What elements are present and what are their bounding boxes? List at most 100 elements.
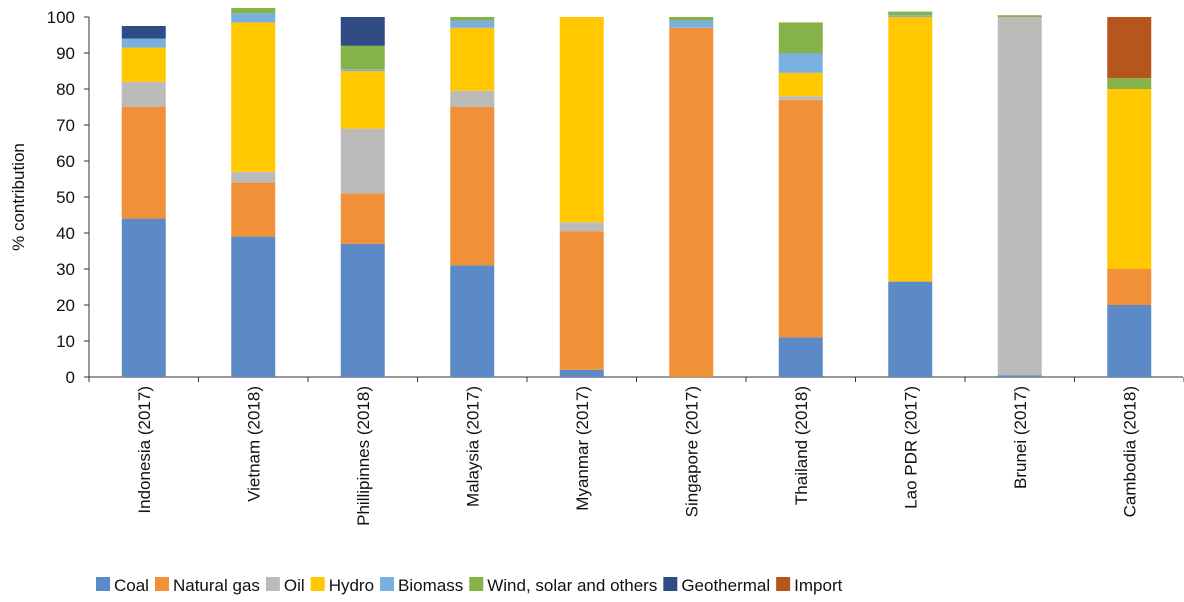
bar-segment (450, 107, 495, 266)
bar-segment (778, 72, 823, 97)
bar-segment (669, 17, 714, 21)
category-labels: Indonesia (2017) Vietnam (2018) Phillipinn… (135, 386, 1140, 526)
bar-segment (231, 236, 276, 377)
bar-segment (997, 17, 1042, 376)
bar-segment (997, 15, 1042, 17)
y-tick-label: 100 (47, 8, 75, 27)
bar-stack (340, 17, 385, 377)
bar-stack (997, 15, 1042, 377)
bar-segment (450, 90, 495, 107)
bar-segment (559, 369, 604, 377)
bar-segment (1107, 269, 1152, 305)
category-label: Brunei (2017) (1011, 386, 1030, 489)
bar-segment (559, 231, 604, 370)
bar-segment (997, 375, 1042, 377)
bar-stack (450, 17, 495, 377)
category-label: Singapore (2017) (682, 386, 701, 517)
y-tick-label: 0 (66, 368, 75, 387)
legend-swatch (380, 577, 395, 591)
y-tick-label: 10 (56, 332, 75, 351)
y-axis-label-group: % contribution (9, 143, 28, 251)
bar-segment (121, 107, 166, 219)
legend: Coal Natural gas Oil Hydro Biomass Wind, sola… (96, 576, 843, 595)
category-label: Lao PDR (2017) (901, 386, 920, 509)
legend-item: Import (776, 576, 843, 595)
bar-segment (121, 218, 166, 377)
legend-label: Import (794, 576, 842, 595)
y-tick-label: 70 (56, 116, 75, 135)
bar-segment (450, 20, 495, 28)
bar-segment (340, 128, 385, 194)
legend-swatch (310, 577, 325, 591)
legend-swatch (469, 577, 484, 591)
bar-segment (888, 281, 933, 377)
legend-label: Biomass (398, 576, 463, 595)
category-label: Vietnam (2018) (244, 386, 263, 502)
bar-segment (559, 17, 604, 223)
bar-segment (121, 47, 166, 82)
bars (121, 8, 1152, 378)
category-label: Indonesia (2017) (135, 386, 154, 514)
bar-segment (340, 193, 385, 244)
bar-segment (231, 13, 276, 23)
bar-stack (559, 17, 604, 377)
bar-segment (669, 20, 714, 28)
bar-segment (669, 27, 714, 378)
legend-swatch (96, 577, 110, 591)
y-tick-label: 40 (56, 224, 75, 243)
bar-segment (121, 81, 166, 107)
bar-segment (888, 15, 933, 17)
bar-segment (340, 69, 385, 71)
legend-item: Oil (265, 576, 305, 595)
y-tick-label: 90 (56, 44, 75, 63)
bar-stack (121, 26, 166, 377)
category-label: Phillipinnes (2018) (354, 386, 373, 526)
legend-label: Oil (284, 576, 305, 595)
legend-swatch (154, 577, 169, 591)
legend-item: Geothermal (663, 576, 770, 595)
bar-segment (778, 53, 823, 73)
y-axis-label: % contribution (9, 143, 28, 251)
y-tick-labels: 0 10 20 30 40 50 60 70 80 90 100 (47, 8, 75, 387)
category-label: Cambodia (2018) (1120, 386, 1139, 517)
bar-segment (450, 27, 495, 91)
bar-segment (121, 26, 166, 39)
category-label: Myanmar (2017) (573, 386, 592, 511)
bar-segment (888, 11, 933, 16)
legend-item: Natural gas (154, 576, 260, 595)
bar-segment (450, 265, 495, 377)
y-tick-label: 20 (56, 296, 75, 315)
bar-segment (778, 96, 823, 100)
legend-label: Geothermal (681, 576, 770, 595)
bar-segment (1107, 78, 1152, 89)
bar-segment (559, 222, 604, 232)
legend-label: Coal (114, 576, 149, 595)
bar-segment (1107, 305, 1152, 377)
bar-segment (340, 17, 385, 46)
bar-stack (231, 8, 276, 377)
bar-segment (231, 22, 276, 172)
bar-segment (778, 99, 823, 338)
category-label: Malaysia (2017) (463, 386, 482, 507)
bar-segment (1107, 89, 1152, 269)
legend-label: Wind, solar and others (487, 576, 657, 595)
bar-stack (888, 11, 933, 377)
bar-segment (340, 243, 385, 377)
bar-stack (778, 22, 823, 377)
bar-segment (231, 171, 276, 183)
y-tick-label: 30 (56, 260, 75, 279)
y-tick-label: 80 (56, 80, 75, 99)
legend-swatch (265, 577, 280, 591)
bar-segment (231, 182, 276, 237)
bar-segment (450, 17, 495, 21)
bar-segment (778, 337, 823, 377)
legend-swatch (776, 577, 791, 591)
category-label: Thailand (2018) (792, 386, 811, 505)
y-tick-label: 60 (56, 152, 75, 171)
bar-segment (1107, 17, 1152, 79)
legend-label: Hydro (329, 576, 374, 595)
legend-item: Coal (96, 576, 149, 595)
legend-item: Wind, solar and others (469, 576, 657, 595)
bar-segment (231, 8, 276, 14)
